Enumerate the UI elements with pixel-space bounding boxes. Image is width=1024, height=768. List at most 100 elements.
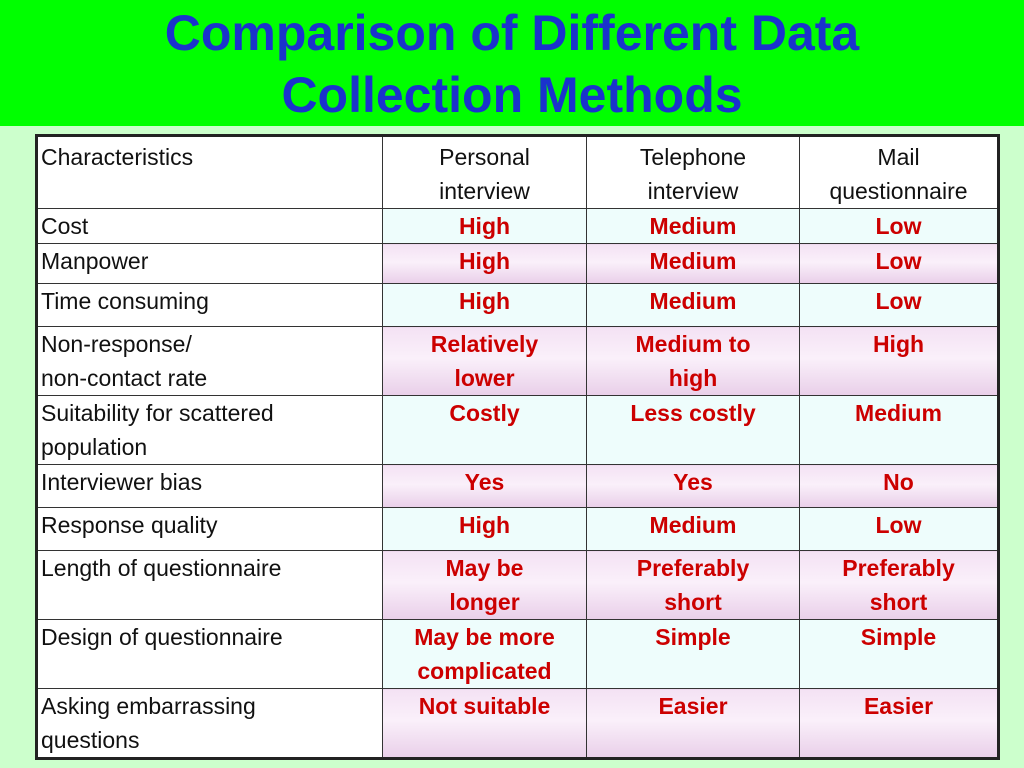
cell-text: short bbox=[664, 589, 722, 615]
cell-text: non-contact rate bbox=[41, 365, 208, 391]
telephone-interview-cell: Simple bbox=[586, 619, 800, 689]
cell-text: Suitability for scattered bbox=[41, 400, 274, 426]
cell-text: Simple bbox=[860, 624, 937, 650]
mail-questionnaire-cell: Low bbox=[799, 208, 999, 244]
cell-text: Medium bbox=[649, 213, 737, 239]
row-label-cell: Time consuming bbox=[36, 283, 383, 327]
cell-text: May be bbox=[445, 555, 524, 581]
row-label-cell: Non-response/non-contact rate bbox=[36, 326, 383, 396]
title-line-1: Comparison of Different Data bbox=[164, 5, 860, 61]
header-personal-interview: Personal interview bbox=[382, 135, 587, 209]
telephone-interview-cell: Medium bbox=[586, 208, 800, 244]
cell-text: Non-response/ bbox=[41, 331, 192, 357]
mail-questionnaire-cell: Low bbox=[799, 243, 999, 284]
mail-questionnaire-cell: High bbox=[799, 326, 999, 396]
telephone-interview-cell: Easier bbox=[586, 688, 800, 759]
cell-text: Yes bbox=[673, 469, 713, 495]
cell-text: Low bbox=[875, 288, 922, 314]
personal-interview-cell: Not suitable bbox=[382, 688, 587, 759]
personal-interview-cell: Relatively lower bbox=[382, 326, 587, 396]
personal-interview-cell: Costly bbox=[382, 395, 587, 465]
mail-questionnaire-cell: Preferably short bbox=[799, 550, 999, 620]
mail-questionnaire-cell: Medium bbox=[799, 395, 999, 465]
cell-text: Medium bbox=[649, 248, 737, 274]
table-row: Asking embarrassing questions Not suitable… bbox=[36, 688, 999, 759]
cell-text: Not suitable bbox=[418, 693, 551, 719]
cell-text: Medium bbox=[649, 512, 737, 538]
table-header-row: Characteristics Personal interview Telep… bbox=[36, 135, 999, 209]
header-telephone-interview: Telephone interview bbox=[586, 135, 800, 209]
mail-questionnaire-cell: Low bbox=[799, 283, 999, 327]
cell-text: questions bbox=[41, 727, 140, 753]
personal-interview-cell: High bbox=[382, 243, 587, 284]
table-row: Cost High Medium Low bbox=[36, 208, 999, 244]
row-label-cell: Suitability for scattered population bbox=[36, 395, 383, 465]
cell-text: High bbox=[872, 331, 925, 357]
row-label-cell: Cost bbox=[36, 208, 383, 244]
cell-text: short bbox=[869, 589, 928, 615]
cell-text: Yes bbox=[464, 469, 505, 495]
personal-interview-cell: High bbox=[382, 507, 587, 551]
cell-text: Preferably bbox=[842, 555, 955, 581]
cell-text: Medium bbox=[649, 288, 737, 314]
row-label-cell: Asking embarrassing questions bbox=[36, 688, 383, 759]
cell-text: high bbox=[668, 365, 718, 391]
telephone-interview-cell: Medium bbox=[586, 243, 800, 284]
cell-text: lower bbox=[454, 365, 515, 391]
cell-text: Low bbox=[875, 248, 922, 274]
title-bar bbox=[0, 0, 1024, 126]
cell-text: Medium bbox=[855, 400, 942, 426]
cell-text: Easier bbox=[863, 693, 934, 719]
telephone-interview-cell: Medium bbox=[586, 283, 800, 327]
cell-text: Easier bbox=[658, 693, 728, 719]
table-row: Length of questionnaire May be longer Prefe… bbox=[36, 550, 999, 620]
mail-questionnaire-cell: Low bbox=[799, 507, 999, 551]
cell-text: High bbox=[458, 288, 511, 314]
cell-text: Manpower bbox=[41, 248, 149, 274]
telephone-interview-cell: Preferably short bbox=[586, 550, 800, 620]
cell-text: complicated bbox=[417, 658, 552, 684]
mail-questionnaire-cell: Simple bbox=[799, 619, 999, 689]
cell-text: High bbox=[458, 248, 511, 274]
cell-text: No bbox=[883, 469, 914, 495]
mail-questionnaire-cell: No bbox=[799, 464, 999, 508]
personal-interview-cell: High bbox=[382, 283, 587, 327]
telephone-interview-cell: Yes bbox=[586, 464, 800, 508]
personal-interview-cell: May be more complicated bbox=[382, 619, 587, 689]
cell-text: Length of questionnaire bbox=[41, 555, 282, 581]
cell-text: Time consuming bbox=[41, 288, 209, 314]
telephone-interview-cell: Medium bbox=[586, 507, 800, 551]
row-label-cell: Length of questionnaire bbox=[36, 550, 383, 620]
cell-text: Relatively bbox=[430, 331, 539, 357]
cell-text: Interviewer bias bbox=[41, 469, 203, 495]
cell-text: Low bbox=[875, 213, 922, 239]
cell-text: Costly bbox=[449, 400, 520, 426]
title-line-2: Collection Methods bbox=[281, 67, 743, 123]
personal-interview-cell: Yes bbox=[382, 464, 587, 508]
personal-interview-cell: May be longer bbox=[382, 550, 587, 620]
table-row: Design of questionnaire May be more compli… bbox=[36, 619, 999, 689]
row-label-cell: Manpower bbox=[36, 243, 383, 284]
table-row: Non-response/non-contact rate Relatively l… bbox=[36, 326, 999, 396]
cell-text: High bbox=[458, 512, 511, 538]
cell-text: Asking embarrassing bbox=[41, 693, 256, 719]
header-mail-questionnaire: Mail questionnaire bbox=[799, 135, 999, 209]
cell-text: Cost bbox=[41, 213, 89, 239]
cell-text: Response quality bbox=[41, 512, 218, 538]
table-row: Suitability for scattered population Costl… bbox=[36, 395, 999, 465]
telephone-interview-cell: Less costly bbox=[586, 395, 800, 465]
cell-text: Less costly bbox=[630, 400, 756, 426]
cell-text: May be more bbox=[414, 624, 555, 650]
cell-text: longer bbox=[449, 589, 520, 615]
comparison-table: Characteristics Personal interview Telep… bbox=[35, 134, 1000, 760]
cell-text: Design of questionnaire bbox=[41, 624, 283, 650]
row-label-cell: Design of questionnaire bbox=[36, 619, 383, 689]
page-title: Comparison of Different Data Collection … bbox=[0, 2, 1024, 126]
table-row: Interviewer bias Yes Yes No bbox=[36, 464, 999, 508]
cell-text: Medium to bbox=[635, 331, 751, 357]
table-row: Manpower High Medium Low bbox=[36, 243, 999, 284]
mail-questionnaire-cell: Easier bbox=[799, 688, 999, 759]
row-label-cell: Response quality bbox=[36, 507, 383, 551]
cell-text: Preferably bbox=[636, 555, 750, 581]
cell-text: Low bbox=[875, 512, 922, 538]
